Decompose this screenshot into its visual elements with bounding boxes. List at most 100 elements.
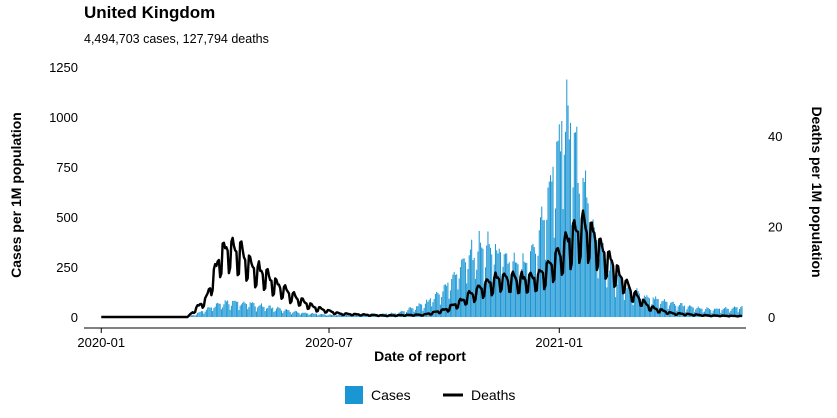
cases-bar <box>437 292 439 317</box>
cases-bar <box>323 314 325 317</box>
chart-title: United Kingdom <box>84 3 216 22</box>
cases-bar <box>212 310 214 317</box>
cases-bar <box>317 315 319 317</box>
cases-bar <box>696 307 698 317</box>
cases-bar <box>513 252 515 317</box>
cases-bar <box>536 280 538 317</box>
cases-bar <box>427 301 429 317</box>
cases-bar <box>348 314 350 317</box>
cases-bar <box>282 312 284 317</box>
cases-bar <box>253 303 255 317</box>
cases-bar <box>257 307 259 317</box>
cases-bar <box>617 275 619 317</box>
cases-bar <box>326 315 328 317</box>
cases-bar <box>363 314 365 317</box>
cases-bar <box>242 302 244 317</box>
cases-bar <box>416 306 418 317</box>
right-tick-label: 20 <box>768 219 782 234</box>
cases-bar <box>205 309 207 317</box>
cases-bar <box>453 271 455 317</box>
cases-bar <box>683 305 685 317</box>
cases-bar <box>298 312 300 317</box>
cases-bar <box>675 305 677 317</box>
cases-bar <box>612 272 614 317</box>
cases-bar <box>333 314 335 317</box>
cases-bar <box>736 307 738 317</box>
cases-bar <box>198 312 200 317</box>
cases-bar <box>356 313 358 317</box>
cases-bar <box>339 314 341 317</box>
cases-bar <box>523 261 525 317</box>
cases-bar <box>718 308 720 317</box>
cases-bar <box>588 261 590 317</box>
cases-bar <box>238 310 240 317</box>
cases-bar <box>254 306 256 317</box>
cases-bar <box>565 131 567 317</box>
cases-bar <box>615 297 617 317</box>
left-tick-label: 500 <box>56 210 78 225</box>
cases-bar <box>300 313 302 317</box>
cases-bar <box>512 261 514 317</box>
cases-bar <box>314 313 316 317</box>
cases-bar <box>630 289 632 317</box>
cases-bar <box>611 259 613 317</box>
cases-bar <box>504 253 506 317</box>
cases-bar <box>595 240 597 317</box>
cases-bar <box>207 307 209 317</box>
cases-bar <box>481 247 483 317</box>
cases-bar <box>287 310 289 317</box>
cases-bar <box>438 294 440 317</box>
cases-bar <box>204 311 206 317</box>
cases-bar <box>229 309 231 317</box>
cases-bar <box>458 278 460 317</box>
cases-bar <box>311 313 312 317</box>
cases-bar <box>471 239 473 317</box>
cases-bar <box>723 308 725 317</box>
cases-bar <box>671 302 673 317</box>
cases-bar <box>716 308 718 317</box>
cases-bar <box>269 305 271 317</box>
cases-bar <box>673 303 675 317</box>
cases-bar <box>640 298 642 317</box>
cases-bar <box>571 224 573 317</box>
cases-bar <box>697 306 699 317</box>
cases-bar <box>678 304 680 317</box>
cases-bar <box>700 308 702 317</box>
cases-bar <box>338 314 340 317</box>
cases-bar <box>548 181 550 317</box>
cases-bar <box>570 122 572 317</box>
cases-bar <box>567 105 569 318</box>
cases-bar <box>552 166 554 317</box>
cases-bar <box>247 309 249 317</box>
cases-bar <box>451 279 453 317</box>
cases-bar <box>436 291 438 317</box>
cases-bar <box>708 308 710 317</box>
cases-bar <box>657 299 659 317</box>
cases-bar <box>346 314 348 317</box>
cases-bar <box>419 304 421 317</box>
cases-bar <box>232 300 234 317</box>
chart-subtitle: 4,494,703 cases, 127,794 deaths <box>84 32 269 46</box>
cases-bar <box>336 315 338 317</box>
cases-bar <box>424 303 426 317</box>
cases-bar <box>593 227 595 317</box>
cases-bar <box>596 240 598 317</box>
cases-bar <box>568 139 570 317</box>
cases-bar <box>643 295 645 317</box>
cases-bar <box>680 303 682 317</box>
cases-bar <box>726 308 728 317</box>
cases-bar <box>733 306 735 317</box>
cases-bar <box>353 315 355 317</box>
cases-bar <box>329 314 331 317</box>
cases-bar <box>260 303 262 317</box>
cases-bar <box>239 305 241 317</box>
cases-bar <box>459 267 461 317</box>
cases-bar <box>192 315 194 317</box>
cases-bar <box>270 308 272 317</box>
left-tick-label: 1250 <box>49 60 78 75</box>
cases-bar <box>625 292 627 317</box>
cases-bar <box>293 311 295 317</box>
cases-bar <box>542 220 544 317</box>
x-tick-label: 2020-07 <box>305 335 353 350</box>
cases-bar <box>610 255 612 317</box>
